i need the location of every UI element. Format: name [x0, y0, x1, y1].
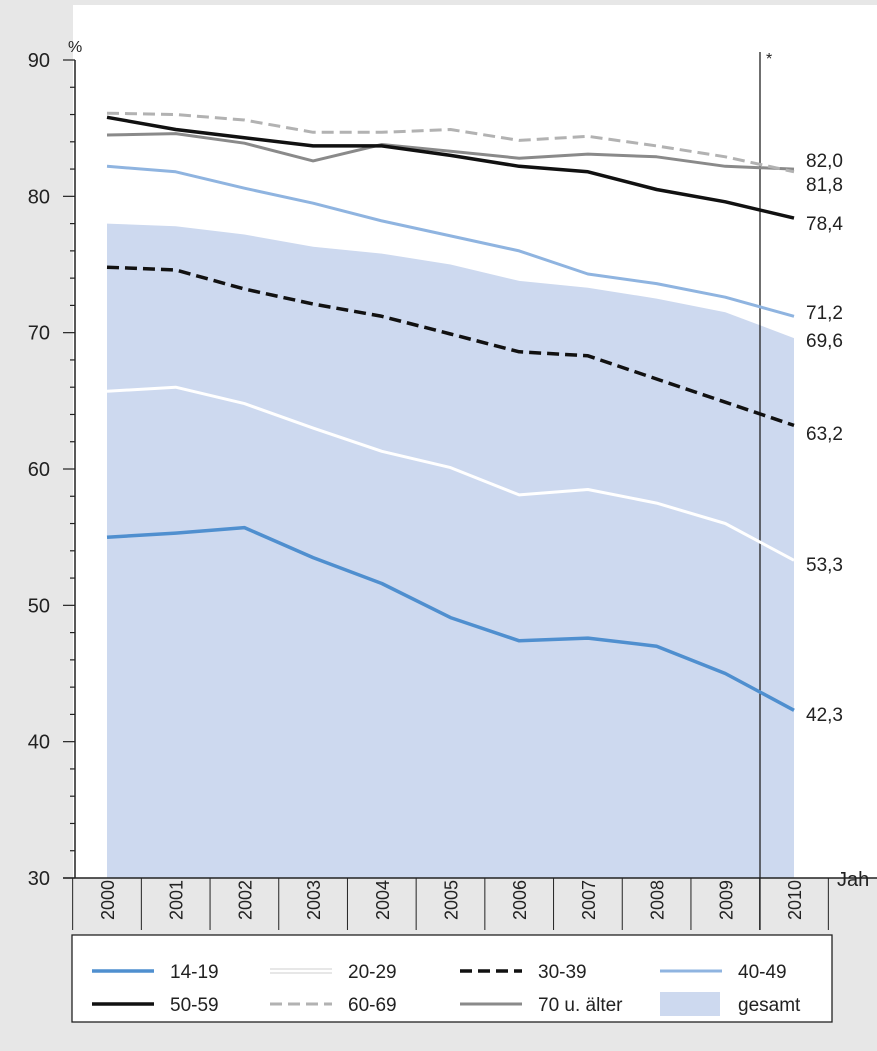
end-value-label: 69,6 — [806, 331, 843, 352]
x-tick-label: 2000 — [98, 880, 118, 920]
x-tick-label: 2003 — [304, 880, 324, 920]
y-tick-label: 60 — [28, 459, 50, 481]
end-value-label: 53,3 — [806, 555, 843, 576]
series-line-70-u-lter — [106, 132, 795, 171]
y-tick-label: 40 — [28, 732, 50, 754]
legend-label: 50-59 — [170, 995, 219, 1016]
legend-label: 60-69 — [348, 995, 397, 1016]
y-tick-label: 90 — [28, 50, 50, 72]
end-value-label: 42,3 — [806, 705, 843, 726]
y-tick-label: 80 — [28, 186, 50, 208]
x-tick-label: 2004 — [373, 880, 393, 920]
series-line-40-49 — [106, 164, 795, 318]
x-tick-label: 2006 — [510, 880, 530, 920]
y-axis-label: % — [68, 39, 82, 56]
series-line-14-19 — [106, 525, 795, 712]
y-tick-label: 30 — [28, 868, 50, 890]
end-value-label: 78,4 — [806, 214, 843, 235]
reference-note-marker: * — [766, 51, 772, 68]
legend-label: 20-29 — [348, 962, 397, 983]
x-tick-label: 2010 — [785, 880, 805, 920]
end-value-label: 63,2 — [806, 424, 843, 445]
x-tick-label: 2009 — [716, 880, 736, 920]
legend-label: 70 u. älter — [538, 995, 623, 1016]
legend-label: 14-19 — [170, 962, 219, 983]
series-line-60-69 — [106, 111, 795, 174]
series-line-50-59 — [106, 115, 795, 220]
end-value-label: 81,8 — [806, 175, 843, 196]
x-tick-label: 2008 — [648, 880, 668, 920]
end-value-label: 82,0 — [806, 151, 843, 172]
area-gesamt — [107, 223, 794, 879]
x-tick-label: 2001 — [167, 880, 187, 920]
series-line-30-39 — [106, 265, 795, 428]
x-axis-label: Jah — [837, 869, 869, 891]
y-tick-label: 70 — [28, 323, 50, 345]
legend-label: gesamt — [738, 995, 801, 1016]
end-value-label: 71,2 — [806, 303, 843, 324]
legend-swatch-gesamt — [660, 992, 720, 1016]
y-tick-label: 50 — [28, 595, 50, 617]
legend-label: 40-49 — [738, 962, 787, 983]
x-tick-label: 2005 — [442, 880, 462, 920]
x-tick-label: 2007 — [579, 880, 599, 920]
x-tick-label: 2002 — [235, 880, 255, 920]
legend-label: 30-39 — [538, 962, 587, 983]
series-line-20-29 — [106, 385, 795, 562]
